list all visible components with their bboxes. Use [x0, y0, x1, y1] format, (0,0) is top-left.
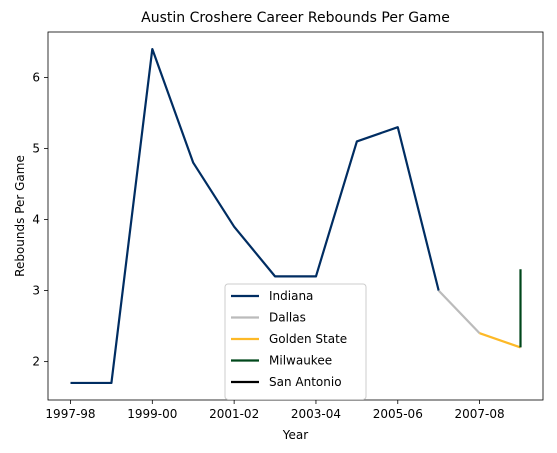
legend-label-milwaukee: Milwaukee: [269, 354, 332, 368]
y-tick-label: 5: [32, 142, 40, 156]
y-tick-label: 4: [32, 213, 40, 227]
legend-label-golden-state: Golden State: [269, 332, 347, 346]
y-tick-label: 3: [32, 284, 40, 298]
x-tick-label: 1999-00: [127, 407, 177, 421]
x-tick-label: 2003-04: [291, 407, 341, 421]
legend: Indiana Dallas Golden State Milwaukee San An…: [224, 283, 367, 400]
series-layer: [70, 47, 522, 385]
x-tick-label: 2005-06: [373, 407, 423, 421]
x-tick-label: 2007-08: [455, 407, 505, 421]
series-line-dallas: [437, 289, 481, 334]
legend-label-san-antonio: San Antonio: [269, 375, 342, 389]
x-tick-label: 2001-02: [209, 407, 259, 421]
series-line-golden-state: [479, 332, 521, 349]
y-axis-label: Rebounds Per Game: [13, 155, 27, 277]
x-axis-label: Year: [282, 428, 308, 442]
x-axis: 1997-98 1999-00 2001-02 2003-04 2005-06 2007-…: [45, 400, 505, 421]
legend-label-dallas: Dallas: [269, 311, 306, 325]
series-line-indiana: [70, 47, 440, 385]
legend-label-indiana: Indiana: [269, 289, 313, 303]
y-tick-label: 6: [32, 70, 40, 84]
x-tick-label: 1997-98: [45, 407, 95, 421]
y-axis: 2 3 4 5 6: [32, 70, 48, 369]
legend-box: [224, 283, 367, 400]
y-tick-label: 2: [32, 355, 40, 369]
chart-title: Austin Croshere Career Rebounds Per Game: [141, 10, 450, 26]
